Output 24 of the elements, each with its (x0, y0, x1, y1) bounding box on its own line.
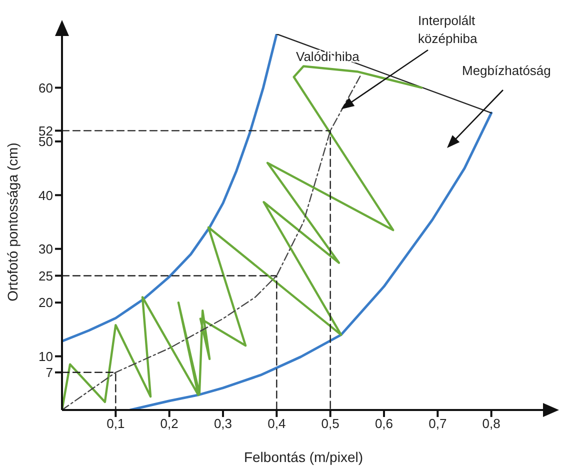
x-tick-label: 0,8 (482, 416, 500, 432)
y-tick-label: 30 (38, 241, 53, 256)
y-tick-label: 7 (46, 365, 53, 380)
line-series (62, 34, 278, 342)
y-tick-label: 40 (38, 188, 53, 203)
y-tick-label: 25 (38, 268, 53, 284)
x-tick-label: 0,4 (268, 416, 286, 432)
y-tick-label: 20 (38, 295, 53, 310)
x-tick-label: 0,6 (374, 416, 394, 432)
line-series (62, 65, 423, 410)
x-tick-label: 0,1 (106, 416, 125, 432)
annotation: Interpolált középhiba (418, 13, 478, 46)
line-series (62, 74, 362, 410)
x-tick-label: 0,3 (214, 416, 232, 432)
y-axis-title: Ortofotó pontossága (cm) (4, 142, 21, 302)
annotation: Megbízhatóság (462, 63, 551, 78)
x-tick-label: 0,7 (428, 416, 447, 432)
y-tick-label: 10 (38, 348, 53, 364)
x-tick-label: 0,5 (321, 416, 340, 432)
annotation: Valódi hiba (296, 49, 360, 64)
line-series (128, 112, 493, 410)
x-axis-title: Felbontás (m/pixel) (244, 449, 364, 465)
y-tick-label: 60 (38, 80, 53, 96)
x-tick-label: 0,2 (160, 416, 178, 432)
